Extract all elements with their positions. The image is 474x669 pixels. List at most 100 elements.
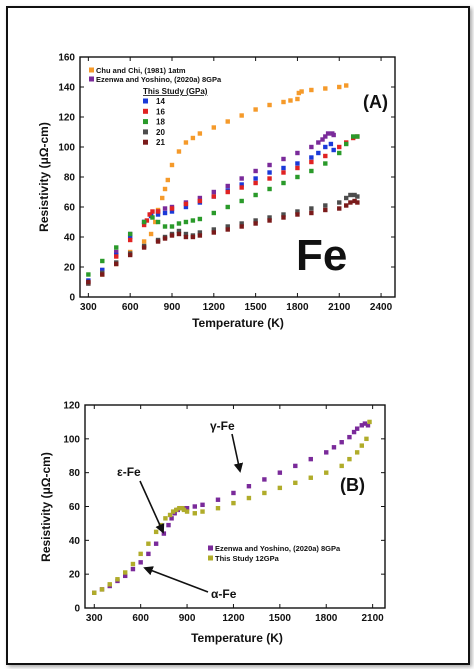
- panel-a-data-point: [141, 219, 147, 225]
- panel-a-data-point: [211, 230, 217, 235]
- panel-b-x-tick-label: 2100: [362, 613, 385, 624]
- panel-b-data-point: [362, 421, 368, 426]
- panel-a-y-axis-title: Resistivity (μΩ-cm): [37, 122, 51, 232]
- panel-a-y-tick-label: 100: [58, 143, 75, 154]
- panel-a-data-point: [183, 204, 189, 210]
- panel-a-data-point: [239, 113, 244, 118]
- panel-b-data-point: [347, 456, 352, 462]
- panel-a-data-point: [127, 237, 133, 243]
- panel-b-data-point: [231, 500, 236, 506]
- panel-a-data-point: [114, 261, 119, 267]
- panel-a-data-point: [176, 221, 182, 226]
- panel-a-data-point: [155, 209, 161, 214]
- panel-a-legend-swatch: [89, 67, 94, 73]
- panel-b-y-tick-label: 100: [63, 434, 80, 445]
- panel-a-legend-label: 21: [156, 138, 165, 147]
- panel-a-data-point: [127, 231, 133, 237]
- panel-a-y-tick-label: 80: [64, 173, 76, 184]
- panel-b-legend-label: This Study 12GPa: [215, 554, 280, 563]
- panel-a-data-point: [323, 207, 328, 213]
- panel-a-y-tick-label: 120: [58, 113, 75, 124]
- panel-a-data-point: [176, 228, 182, 234]
- panel-a-data-point: [162, 236, 168, 241]
- panel-b-data-point: [107, 582, 112, 587]
- panel-b-data-point: [262, 490, 267, 496]
- panel-a-data-point: [253, 168, 258, 174]
- panel-b-data-point: [153, 541, 159, 546]
- panel-b-annotation-label: ε-Fe: [117, 465, 141, 479]
- panel-a-data-point: [344, 83, 349, 88]
- panel-a-x-tick-label: 2100: [328, 302, 351, 313]
- panel-a-data-point: [225, 183, 230, 189]
- panel-b-data-point: [130, 566, 136, 572]
- panel-a-data-point: [239, 224, 244, 229]
- panel-a-data-point: [148, 231, 154, 237]
- panel-b-data-point: [215, 497, 221, 502]
- panel-a-data-point: [355, 200, 360, 205]
- panel-a-data-point: [225, 119, 230, 124]
- panel-a-legend-swatch: [143, 129, 148, 135]
- panel-a-data-point: [337, 200, 342, 205]
- panel-a-data-point: [239, 185, 244, 190]
- panel-a-data-point: [281, 180, 286, 186]
- panel-a-data-point: [309, 87, 314, 93]
- panel-a-data-point: [253, 180, 258, 186]
- panel-a-data-point: [337, 206, 342, 211]
- panel-a-data-point: [141, 245, 147, 250]
- panel-a-series-6: [86, 198, 360, 285]
- panel-b-data-point: [359, 443, 365, 448]
- panel-a-data-point: [162, 224, 168, 229]
- panel-b-data-point: [277, 485, 283, 491]
- panel-a-data-point: [288, 98, 293, 103]
- panel-a-data-point: [320, 137, 325, 142]
- panel-a-data-point: [323, 161, 328, 166]
- panel-b-annotation-label: α-Fe: [211, 587, 237, 601]
- panel-b-data-point: [359, 423, 365, 428]
- panel-a-data-point: [295, 209, 300, 214]
- panel-b-data-point: [192, 504, 197, 509]
- panel-a-data-point: [309, 159, 314, 165]
- panel-a-data-point: [239, 182, 244, 187]
- panel-b-plot-box: [84, 404, 386, 609]
- panel-a-data-point: [153, 219, 158, 225]
- panel-b-data-point: [123, 570, 128, 575]
- panel-a-x-tick-label: 600: [122, 302, 139, 313]
- panel-a-legend-swatch: [143, 108, 148, 114]
- panel-b-x-tick-label: 1500: [269, 613, 292, 624]
- panel-b-data-point: [184, 509, 190, 514]
- panel-a-data-point: [114, 245, 119, 250]
- panel-a-legend-swatch: [143, 119, 148, 125]
- panel-a-data-point: [281, 99, 286, 105]
- panel-b-data-point: [293, 480, 298, 486]
- panel-b-data-point: [215, 505, 221, 511]
- panel-a-data-point: [267, 102, 272, 108]
- panel-b-data-point: [277, 470, 283, 475]
- panel-b-y-tick-label: 0: [74, 604, 80, 615]
- panel-a-data-point: [197, 195, 203, 201]
- panel-b-legend-label: Ezenwa and Yoshino, (2020a) 8GPa: [215, 544, 341, 553]
- panel-a-data-point: [337, 150, 342, 156]
- panel-a-fe-label: Fe: [296, 231, 347, 280]
- panel-a-data-point: [344, 141, 349, 147]
- panel-a-data-point: [176, 149, 182, 154]
- panel-b-data-point: [367, 419, 372, 425]
- panel-b-x-tick-label: 900: [179, 613, 196, 624]
- panel-a-data-point: [344, 203, 349, 208]
- panel-a-data-point: [211, 189, 217, 195]
- panel-a-data-point: [225, 204, 230, 210]
- panel-a-data-point: [155, 239, 161, 244]
- panel-a-data-point: [253, 176, 258, 181]
- panel-b-data-point: [347, 434, 352, 440]
- panel-a-legend-label: 16: [156, 107, 165, 116]
- panel-b-data-point: [138, 560, 143, 565]
- panel-a-data-point: [295, 96, 300, 102]
- panel-a-data-point: [162, 186, 168, 192]
- panel-b-x-tick-label: 300: [86, 613, 103, 624]
- panel-b-data-point: [324, 470, 329, 475]
- panel-b-data-point: [146, 541, 151, 546]
- panel-b-label: (B): [340, 475, 365, 495]
- panel-a-data-marks: [86, 83, 360, 286]
- panel-b-annotation-arrow: [231, 433, 244, 473]
- panel-a-data-point: [169, 233, 175, 238]
